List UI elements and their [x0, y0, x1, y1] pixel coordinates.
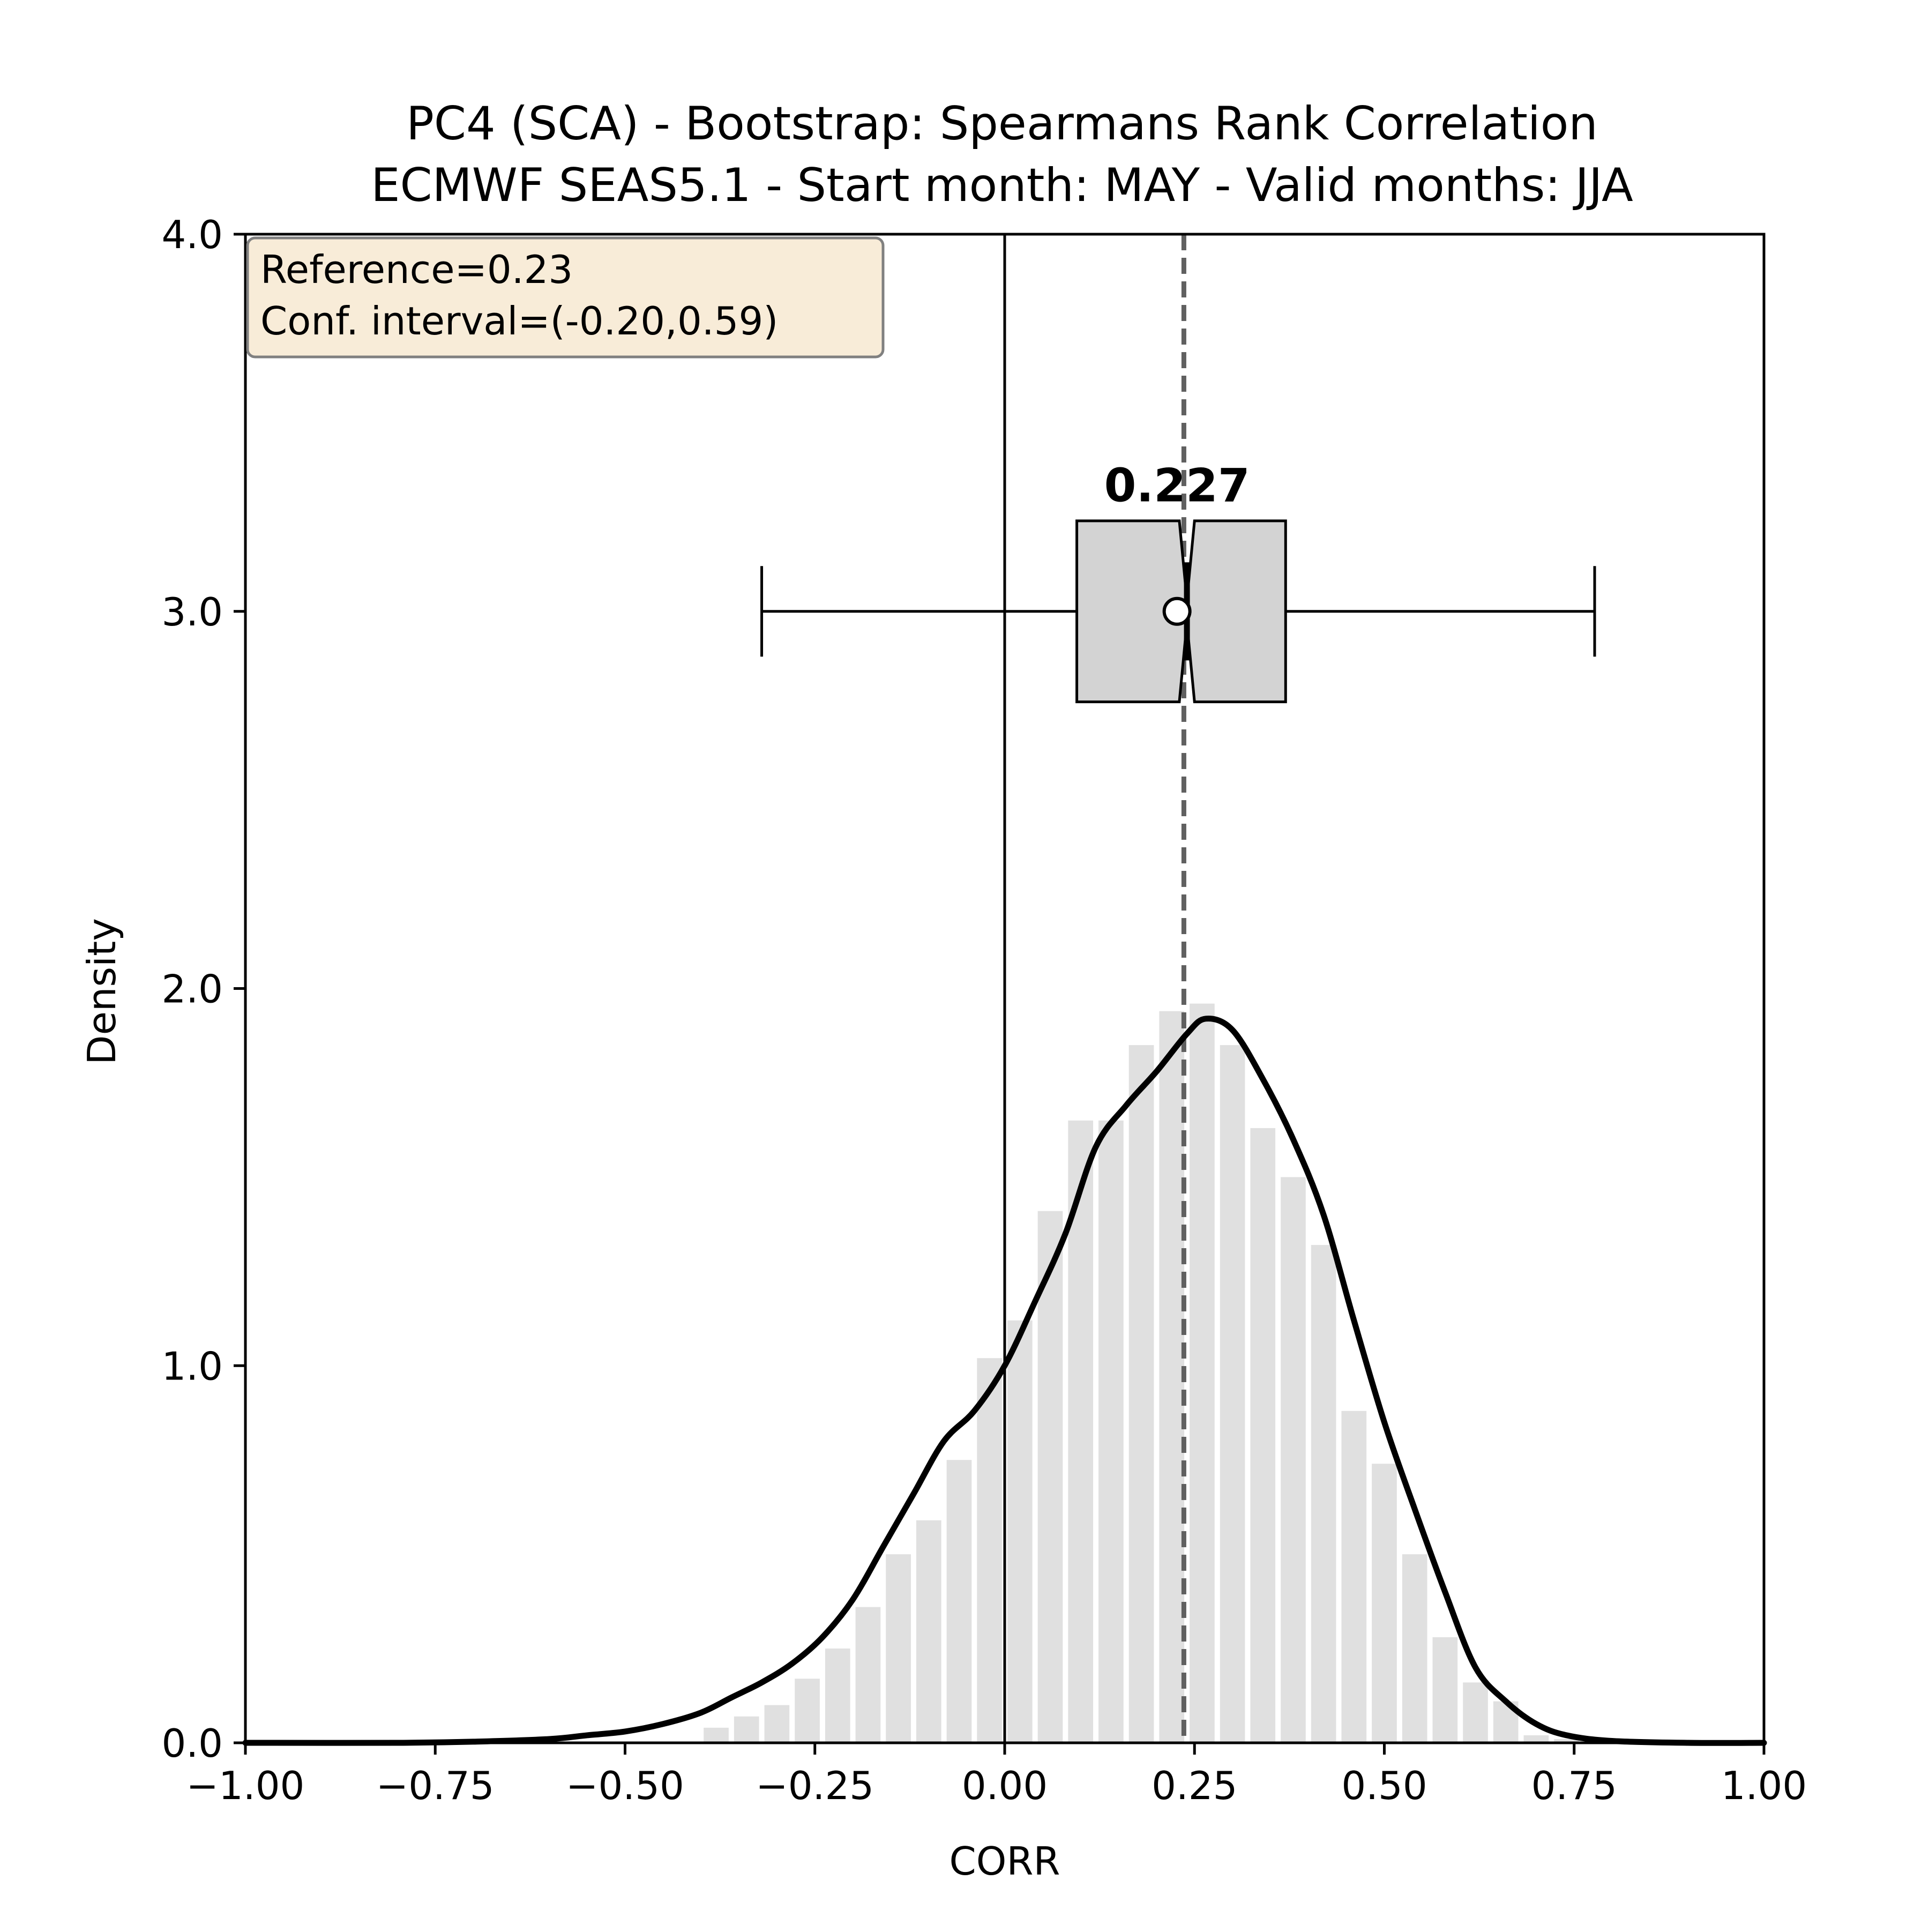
histogram-bar: [1341, 1411, 1367, 1743]
boxplot: 0.227: [760, 459, 1596, 704]
y-tick-label: 2.0: [161, 967, 223, 1012]
axes: −1.00 −0.75 −0.50 −0.25 0.00 0.25 0.50 0.75 1.00…: [161, 212, 1807, 1808]
histogram-bar: [1463, 1682, 1488, 1743]
annotation-background: [246, 236, 885, 359]
annotation-box: Reference=0.23 Conf. interval=(-0.20,0.59…: [246, 236, 885, 359]
histogram-bar: [1432, 1637, 1458, 1743]
histogram-bar: [916, 1520, 941, 1743]
histogram-bar: [795, 1679, 820, 1743]
confidence-interval-text: Conf. interval=(-0.20,0.59): [260, 299, 778, 344]
mean-value-label: 0.227: [1104, 459, 1250, 513]
histogram-bar: [1523, 1735, 1549, 1743]
histogram-bar: [1372, 1464, 1397, 1743]
histogram-bar: [1190, 1003, 1215, 1743]
histogram-bar: [1128, 1045, 1154, 1743]
histogram-bar: [1281, 1177, 1306, 1743]
x-axis-label: CORR: [949, 1839, 1060, 1884]
histogram-bar: [764, 1705, 790, 1743]
histogram-bar: [1554, 1739, 1579, 1743]
histogram-bar: [946, 1460, 972, 1743]
y-tick-label: 3.0: [161, 590, 223, 635]
histogram-bar: [1311, 1245, 1336, 1743]
histogram-bar: [1007, 1320, 1033, 1743]
x-tick-label: −0.50: [566, 1763, 684, 1808]
chart-title: PC4 (SCA) - Bootstrap: Spearmans Rank Co…: [406, 97, 1598, 151]
reference-lines: [1003, 234, 1186, 1743]
histogram-bar: [1098, 1120, 1124, 1743]
y-tick-label: 0.0: [161, 1721, 223, 1766]
x-tick-label: 0.00: [962, 1763, 1048, 1808]
histogram-bar: [1159, 1011, 1185, 1743]
mean-marker: [1162, 596, 1192, 626]
histogram-bar: [1402, 1554, 1427, 1743]
histogram-bar: [1037, 1211, 1063, 1743]
histogram-bar: [977, 1358, 1002, 1743]
kde-curve: [242, 1016, 1767, 1746]
x-tick-label: 0.25: [1152, 1763, 1237, 1808]
kde-line: [242, 1016, 1767, 1746]
histogram-bar: [825, 1648, 850, 1743]
histogram-bar: [1068, 1120, 1094, 1743]
histogram-bar: [1250, 1128, 1276, 1743]
y-tick-label: 4.0: [161, 212, 223, 257]
x-tick-label: 0.75: [1531, 1763, 1617, 1808]
histogram-bar: [886, 1554, 911, 1743]
chart-subtitle: ECMWF SEAS5.1 - Start month: MAY - Valid…: [371, 159, 1633, 212]
x-tick-label: −1.00: [186, 1763, 305, 1808]
x-tick-label: −0.25: [756, 1763, 874, 1808]
histogram-bar: [1220, 1045, 1245, 1743]
histogram-bar: [734, 1716, 759, 1743]
reference-text: Reference=0.23: [260, 247, 573, 292]
histogram-bar: [704, 1727, 729, 1743]
x-tick-label: 1.00: [1721, 1763, 1807, 1808]
x-tick-label: −0.75: [376, 1763, 495, 1808]
x-tick-label: 0.50: [1341, 1763, 1427, 1808]
y-axis-label: Density: [79, 918, 124, 1065]
y-tick-label: 1.0: [161, 1344, 223, 1389]
histogram-bar: [855, 1607, 881, 1743]
histogram: [704, 1003, 1579, 1743]
